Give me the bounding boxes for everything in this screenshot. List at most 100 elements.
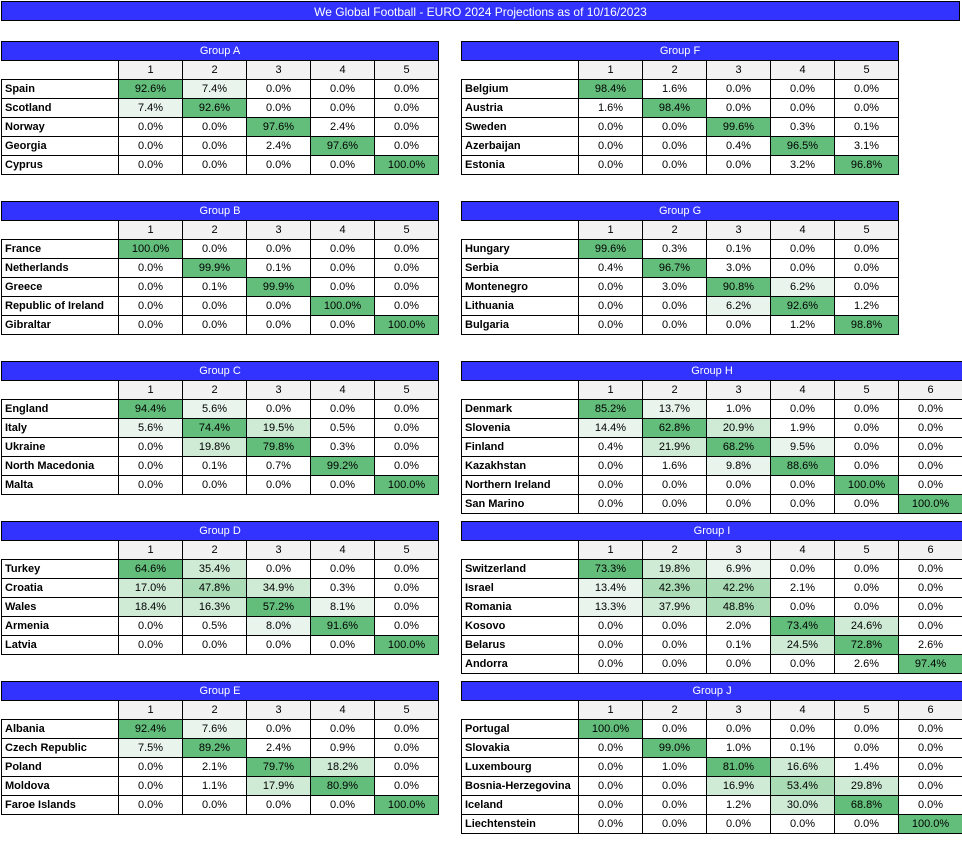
- position-header: 4: [310, 220, 375, 240]
- position-header: 2: [182, 380, 247, 400]
- probability-cell: 1.6%: [642, 456, 707, 476]
- probability-cell: 0.0%: [246, 719, 311, 739]
- probability-cell: 1.2%: [706, 795, 771, 815]
- probability-cell: 7.6%: [182, 719, 247, 739]
- probability-cell: 0.0%: [578, 654, 643, 674]
- probability-cell: 0.0%: [373, 277, 440, 297]
- probability-cell: 0.5%: [182, 616, 247, 636]
- probability-cell: 13.3%: [578, 597, 643, 617]
- probability-cell: 16.6%: [770, 757, 835, 777]
- probability-cell: 1.2%: [833, 296, 900, 316]
- team-row: Denmark 85.2% 13.7% 1.0% 0.0% 0.0% 0.0%: [461, 399, 962, 419]
- probability-cell: 99.0%: [642, 738, 707, 758]
- team-row: Scotland 7.4% 92.6% 0.0% 0.0% 0.0%: [1, 98, 440, 118]
- team-row: Belarus 0.0% 0.0% 0.1% 24.5% 72.8% 2.6%: [461, 635, 962, 655]
- probability-cell: 6.2%: [706, 296, 771, 316]
- position-header: 3: [246, 60, 311, 80]
- probability-cell: 0.0%: [373, 456, 440, 476]
- probability-cell: 57.2%: [246, 597, 311, 617]
- team-row: Israel 13.4% 42.3% 42.2% 2.1% 0.0% 0.0%: [461, 578, 962, 598]
- probability-cell: 0.0%: [373, 757, 440, 777]
- probability-cell: 100.0%: [373, 795, 440, 815]
- team-name: Austria: [461, 98, 579, 118]
- probability-cell: 0.0%: [642, 475, 707, 495]
- probability-cell: 99.2%: [310, 456, 375, 476]
- probability-cell: 0.3%: [770, 117, 835, 137]
- team-name: Kazakhstan: [461, 456, 579, 476]
- probability-cell: 0.1%: [770, 738, 835, 758]
- probability-cell: 0.0%: [578, 738, 643, 758]
- team-row: Poland 0.0% 2.1% 79.7% 18.2% 0.0%: [1, 757, 440, 777]
- position-header: 1: [578, 380, 643, 400]
- probability-cell: 0.0%: [373, 239, 440, 259]
- team-row: San Marino 0.0% 0.0% 0.0% 0.0% 0.0% 100.0%: [461, 494, 962, 514]
- probability-cell: 0.0%: [182, 117, 247, 137]
- probability-cell: 96.7%: [642, 258, 707, 278]
- position-header: 3: [246, 220, 311, 240]
- probability-cell: 14.4%: [578, 418, 643, 438]
- position-header: 5: [834, 380, 899, 400]
- probability-cell: 0.0%: [182, 635, 247, 655]
- team-name: Iceland: [461, 795, 579, 815]
- probability-cell: 0.1%: [182, 277, 247, 297]
- probability-cell: 0.0%: [373, 136, 440, 156]
- probability-cell: 2.6%: [897, 635, 962, 655]
- team-name: Denmark: [461, 399, 579, 419]
- position-header: 1: [578, 700, 643, 720]
- probability-cell: 0.0%: [578, 456, 643, 476]
- probability-cell: 0.3%: [642, 239, 707, 259]
- probability-cell: 0.0%: [373, 296, 440, 316]
- probability-cell: 1.2%: [770, 315, 835, 335]
- probability-cell: 1.1%: [182, 776, 247, 796]
- team-name: Cyprus: [1, 155, 119, 175]
- group-header-row: Group B: [0, 201, 440, 221]
- position-header: 5: [834, 700, 899, 720]
- probability-cell: 73.3%: [578, 559, 643, 579]
- probability-cell: 0.0%: [834, 437, 899, 457]
- team-row: North Macedonia 0.0% 0.1% 0.7% 99.2% 0.0%: [1, 456, 440, 476]
- probability-cell: 0.0%: [834, 399, 899, 419]
- probability-cell: 0.1%: [246, 258, 311, 278]
- probability-cell: 64.6%: [118, 559, 183, 579]
- team-name: Liechtenstein: [461, 814, 579, 834]
- probability-cell: 0.0%: [770, 654, 835, 674]
- probability-cell: 1.0%: [706, 399, 771, 419]
- group-header-row: Group I: [460, 521, 962, 541]
- corner-cell: [461, 60, 579, 80]
- probability-cell: 72.8%: [834, 635, 899, 655]
- probability-cell: 0.0%: [770, 814, 835, 834]
- team-row: Belgium 98.4% 1.6% 0.0% 0.0% 0.0%: [461, 79, 900, 99]
- probability-cell: 0.0%: [897, 399, 962, 419]
- probability-cell: 100.0%: [373, 155, 440, 175]
- team-name: England: [1, 399, 119, 419]
- group-title: Group B: [0, 201, 440, 221]
- team-row: Romania 13.3% 37.9% 48.8% 0.0% 0.0% 0.0%: [461, 597, 962, 617]
- probability-cell: 0.0%: [578, 277, 643, 297]
- corner-cell: [461, 220, 579, 240]
- team-row: Finland 0.4% 21.9% 68.2% 9.5% 0.0% 0.0%: [461, 437, 962, 457]
- probability-cell: 0.0%: [578, 635, 643, 655]
- team-name: Poland: [1, 757, 119, 777]
- probability-cell: 0.9%: [310, 738, 375, 758]
- corner-cell: [1, 60, 119, 80]
- probability-cell: 17.0%: [118, 578, 183, 598]
- position-header: 4: [770, 540, 835, 560]
- team-row: Gibraltar 0.0% 0.0% 0.0% 0.0% 100.0%: [1, 315, 440, 335]
- probability-cell: 0.0%: [833, 98, 900, 118]
- probability-cell: 0.0%: [118, 117, 183, 137]
- probability-cell: 0.0%: [373, 399, 440, 419]
- group-table: Group B 1 2 3 4 5 France 100.0% 0.0% 0.0% 0.0% 0.0%…: [0, 201, 440, 335]
- probability-cell: 0.0%: [310, 399, 375, 419]
- team-name: Sweden: [461, 117, 579, 137]
- probability-cell: 0.0%: [246, 296, 311, 316]
- probability-cell: 0.0%: [833, 277, 900, 297]
- probability-cell: 2.4%: [246, 136, 311, 156]
- probability-cell: 0.0%: [770, 258, 835, 278]
- team-row: Serbia 0.4% 96.7% 3.0% 0.0% 0.0%: [461, 258, 900, 278]
- probability-cell: 0.0%: [578, 616, 643, 636]
- probability-cell: 0.0%: [897, 776, 962, 796]
- probability-cell: 0.0%: [770, 79, 835, 99]
- probability-cell: 0.0%: [246, 795, 311, 815]
- probability-cell: 0.0%: [373, 616, 440, 636]
- probability-cell: 3.0%: [642, 277, 707, 297]
